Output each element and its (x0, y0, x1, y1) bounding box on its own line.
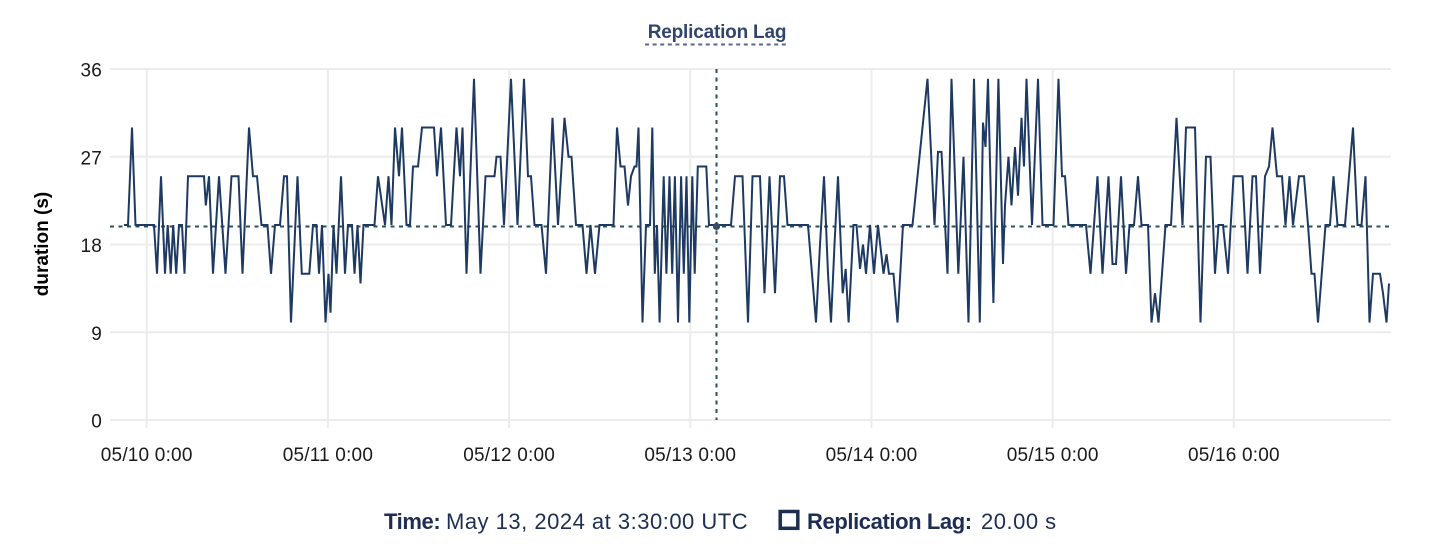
svg-text:05/10 0:00: 05/10 0:00 (101, 445, 193, 466)
svg-text:20.00 s: 20.00 s (981, 509, 1057, 534)
svg-text:duration (s): duration (s) (32, 192, 53, 297)
svg-text:9: 9 (91, 324, 102, 345)
svg-text:Time:: Time: (384, 509, 440, 534)
svg-text:05/12 0:00: 05/12 0:00 (463, 445, 555, 466)
svg-text:05/14 0:00: 05/14 0:00 (826, 445, 918, 466)
svg-text:18: 18 (80, 236, 102, 257)
svg-text:05/11 0:00: 05/11 0:00 (283, 445, 373, 466)
svg-text:05/16 0:00: 05/16 0:00 (1188, 445, 1280, 466)
svg-text:36: 36 (80, 61, 102, 82)
svg-text:Replication Lag: Replication Lag (648, 22, 786, 43)
svg-text:0: 0 (91, 412, 102, 433)
svg-text:May 13, 2024 at 3:30:00 UTC: May 13, 2024 at 3:30:00 UTC (446, 509, 748, 534)
svg-text:Replication Lag:: Replication Lag: (807, 509, 972, 534)
svg-text:27: 27 (80, 148, 102, 169)
svg-text:05/15 0:00: 05/15 0:00 (1007, 445, 1099, 466)
svg-text:05/13 0:00: 05/13 0:00 (644, 445, 736, 466)
